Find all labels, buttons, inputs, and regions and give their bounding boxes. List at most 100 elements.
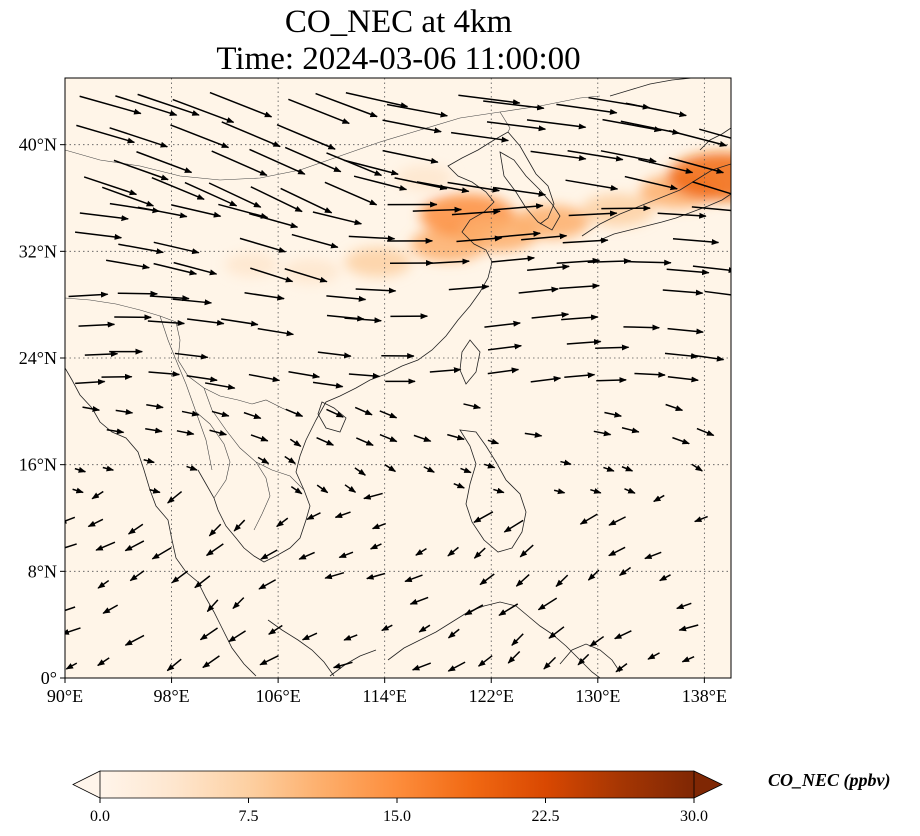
wind-arrow xyxy=(555,574,569,587)
wind-arrow xyxy=(338,551,354,559)
wind-arrow xyxy=(519,544,534,558)
wind-arrow xyxy=(290,485,303,495)
wind-arrow xyxy=(699,128,731,139)
wind-arrow xyxy=(491,255,536,263)
wind-arrow xyxy=(447,546,459,557)
wind-arrow xyxy=(250,186,303,213)
map-title: CO_NEC at 4km xyxy=(284,4,513,40)
wind-arrow xyxy=(95,541,116,551)
wind-arrow xyxy=(65,662,78,670)
wind-arrow xyxy=(146,403,164,410)
wind-arrow xyxy=(284,455,296,465)
wind-arrow xyxy=(243,411,262,420)
wind-arrow xyxy=(463,403,482,410)
wind-arrow xyxy=(366,572,386,580)
wind-arrow xyxy=(526,119,587,130)
wind-arrow xyxy=(409,596,429,605)
wind-arrow xyxy=(447,433,465,441)
wind-arrow xyxy=(484,320,521,328)
wind-arrow xyxy=(667,327,704,335)
wind-arrow xyxy=(356,437,374,447)
wind-arrow xyxy=(209,429,228,436)
wind-arrow xyxy=(566,338,602,345)
wind-arrow xyxy=(518,286,559,294)
wind-arrow xyxy=(257,456,270,465)
wind-arrow xyxy=(543,656,557,670)
wind-arrow xyxy=(137,206,188,219)
wind-arrow xyxy=(324,571,345,580)
wind-arrow xyxy=(614,630,632,640)
wind-arrow xyxy=(151,176,205,200)
wind-arrow xyxy=(524,431,543,438)
wind-arrow xyxy=(106,428,125,435)
wind-arrow xyxy=(355,287,397,294)
wind-arrow xyxy=(460,467,472,474)
colorbar-min-extend xyxy=(72,770,101,799)
wind-arrow xyxy=(601,205,651,212)
wind-arrow xyxy=(493,487,505,494)
wind-arrow xyxy=(647,652,660,660)
wind-arrow xyxy=(148,370,181,377)
wind-arrow xyxy=(507,650,521,664)
wind-arrow xyxy=(596,377,627,384)
wind-arrow xyxy=(65,606,76,614)
wind-arrow xyxy=(312,211,363,226)
co-plume-patch xyxy=(344,247,412,277)
colorbar-ticks: 0.0 7.5 15.0 22.5 30.0 xyxy=(90,798,708,825)
wind-arrow xyxy=(429,367,462,374)
wind-arrow xyxy=(657,212,707,219)
wind-arrow xyxy=(91,490,104,500)
wind-arrow xyxy=(79,95,142,115)
wind-arrow xyxy=(487,367,520,375)
wind-arrow xyxy=(317,351,352,359)
wind-arrow xyxy=(494,230,541,239)
wind-arrow xyxy=(451,131,510,143)
wind-arrow xyxy=(280,187,333,214)
wind-arrow xyxy=(65,516,76,524)
lon-tick-label: 114°E xyxy=(362,686,407,706)
wind-arrow xyxy=(690,354,725,362)
wind-arrow xyxy=(301,632,318,641)
wind-arrow xyxy=(568,210,618,217)
wind-arrow xyxy=(87,518,104,528)
wind-arrow xyxy=(75,378,106,385)
wind-arrow xyxy=(577,653,590,666)
map-subtitle-time: Time: 2024-03-06 11:00:00 xyxy=(216,41,581,77)
wind-arrow xyxy=(149,487,161,494)
wind-arrow xyxy=(115,408,134,415)
colorbar-label: CO_NEC (ppbv) xyxy=(768,770,891,790)
wind-arrow xyxy=(174,352,209,360)
wind-arrow xyxy=(404,574,423,583)
wind-arrow xyxy=(105,259,150,270)
wind-arrow xyxy=(173,261,218,276)
map-frame xyxy=(64,77,732,679)
wind-arrow xyxy=(696,427,715,437)
wind-arrow xyxy=(208,523,222,537)
wind-arrow xyxy=(615,663,628,673)
wind-arrow xyxy=(593,430,612,437)
wind-arrow xyxy=(248,373,281,383)
wind-arrow xyxy=(691,463,703,472)
wind-vector-field xyxy=(65,91,731,673)
wind-arrow xyxy=(447,181,501,193)
wind-arrow xyxy=(447,661,466,672)
wind-arrow xyxy=(530,150,587,161)
wind-arrow xyxy=(170,124,230,149)
wind-arrow xyxy=(624,487,636,494)
wind-arrow xyxy=(413,434,432,442)
wind-arrow xyxy=(136,151,193,174)
wind-arrow xyxy=(249,148,306,175)
wind-arrow xyxy=(618,566,632,577)
wind-arrow xyxy=(206,599,219,613)
wind-arrow xyxy=(345,92,409,109)
wind-arrow xyxy=(624,175,678,191)
wind-arrow xyxy=(672,238,720,245)
wind-arrow xyxy=(298,551,315,560)
wind-arrow xyxy=(186,465,198,471)
wind-arrow xyxy=(363,492,383,500)
wind-arrow xyxy=(102,465,115,472)
colorbar-tick-label: 30.0 xyxy=(680,808,708,825)
wind-arrow xyxy=(291,233,339,249)
wind-arrow xyxy=(369,543,382,550)
